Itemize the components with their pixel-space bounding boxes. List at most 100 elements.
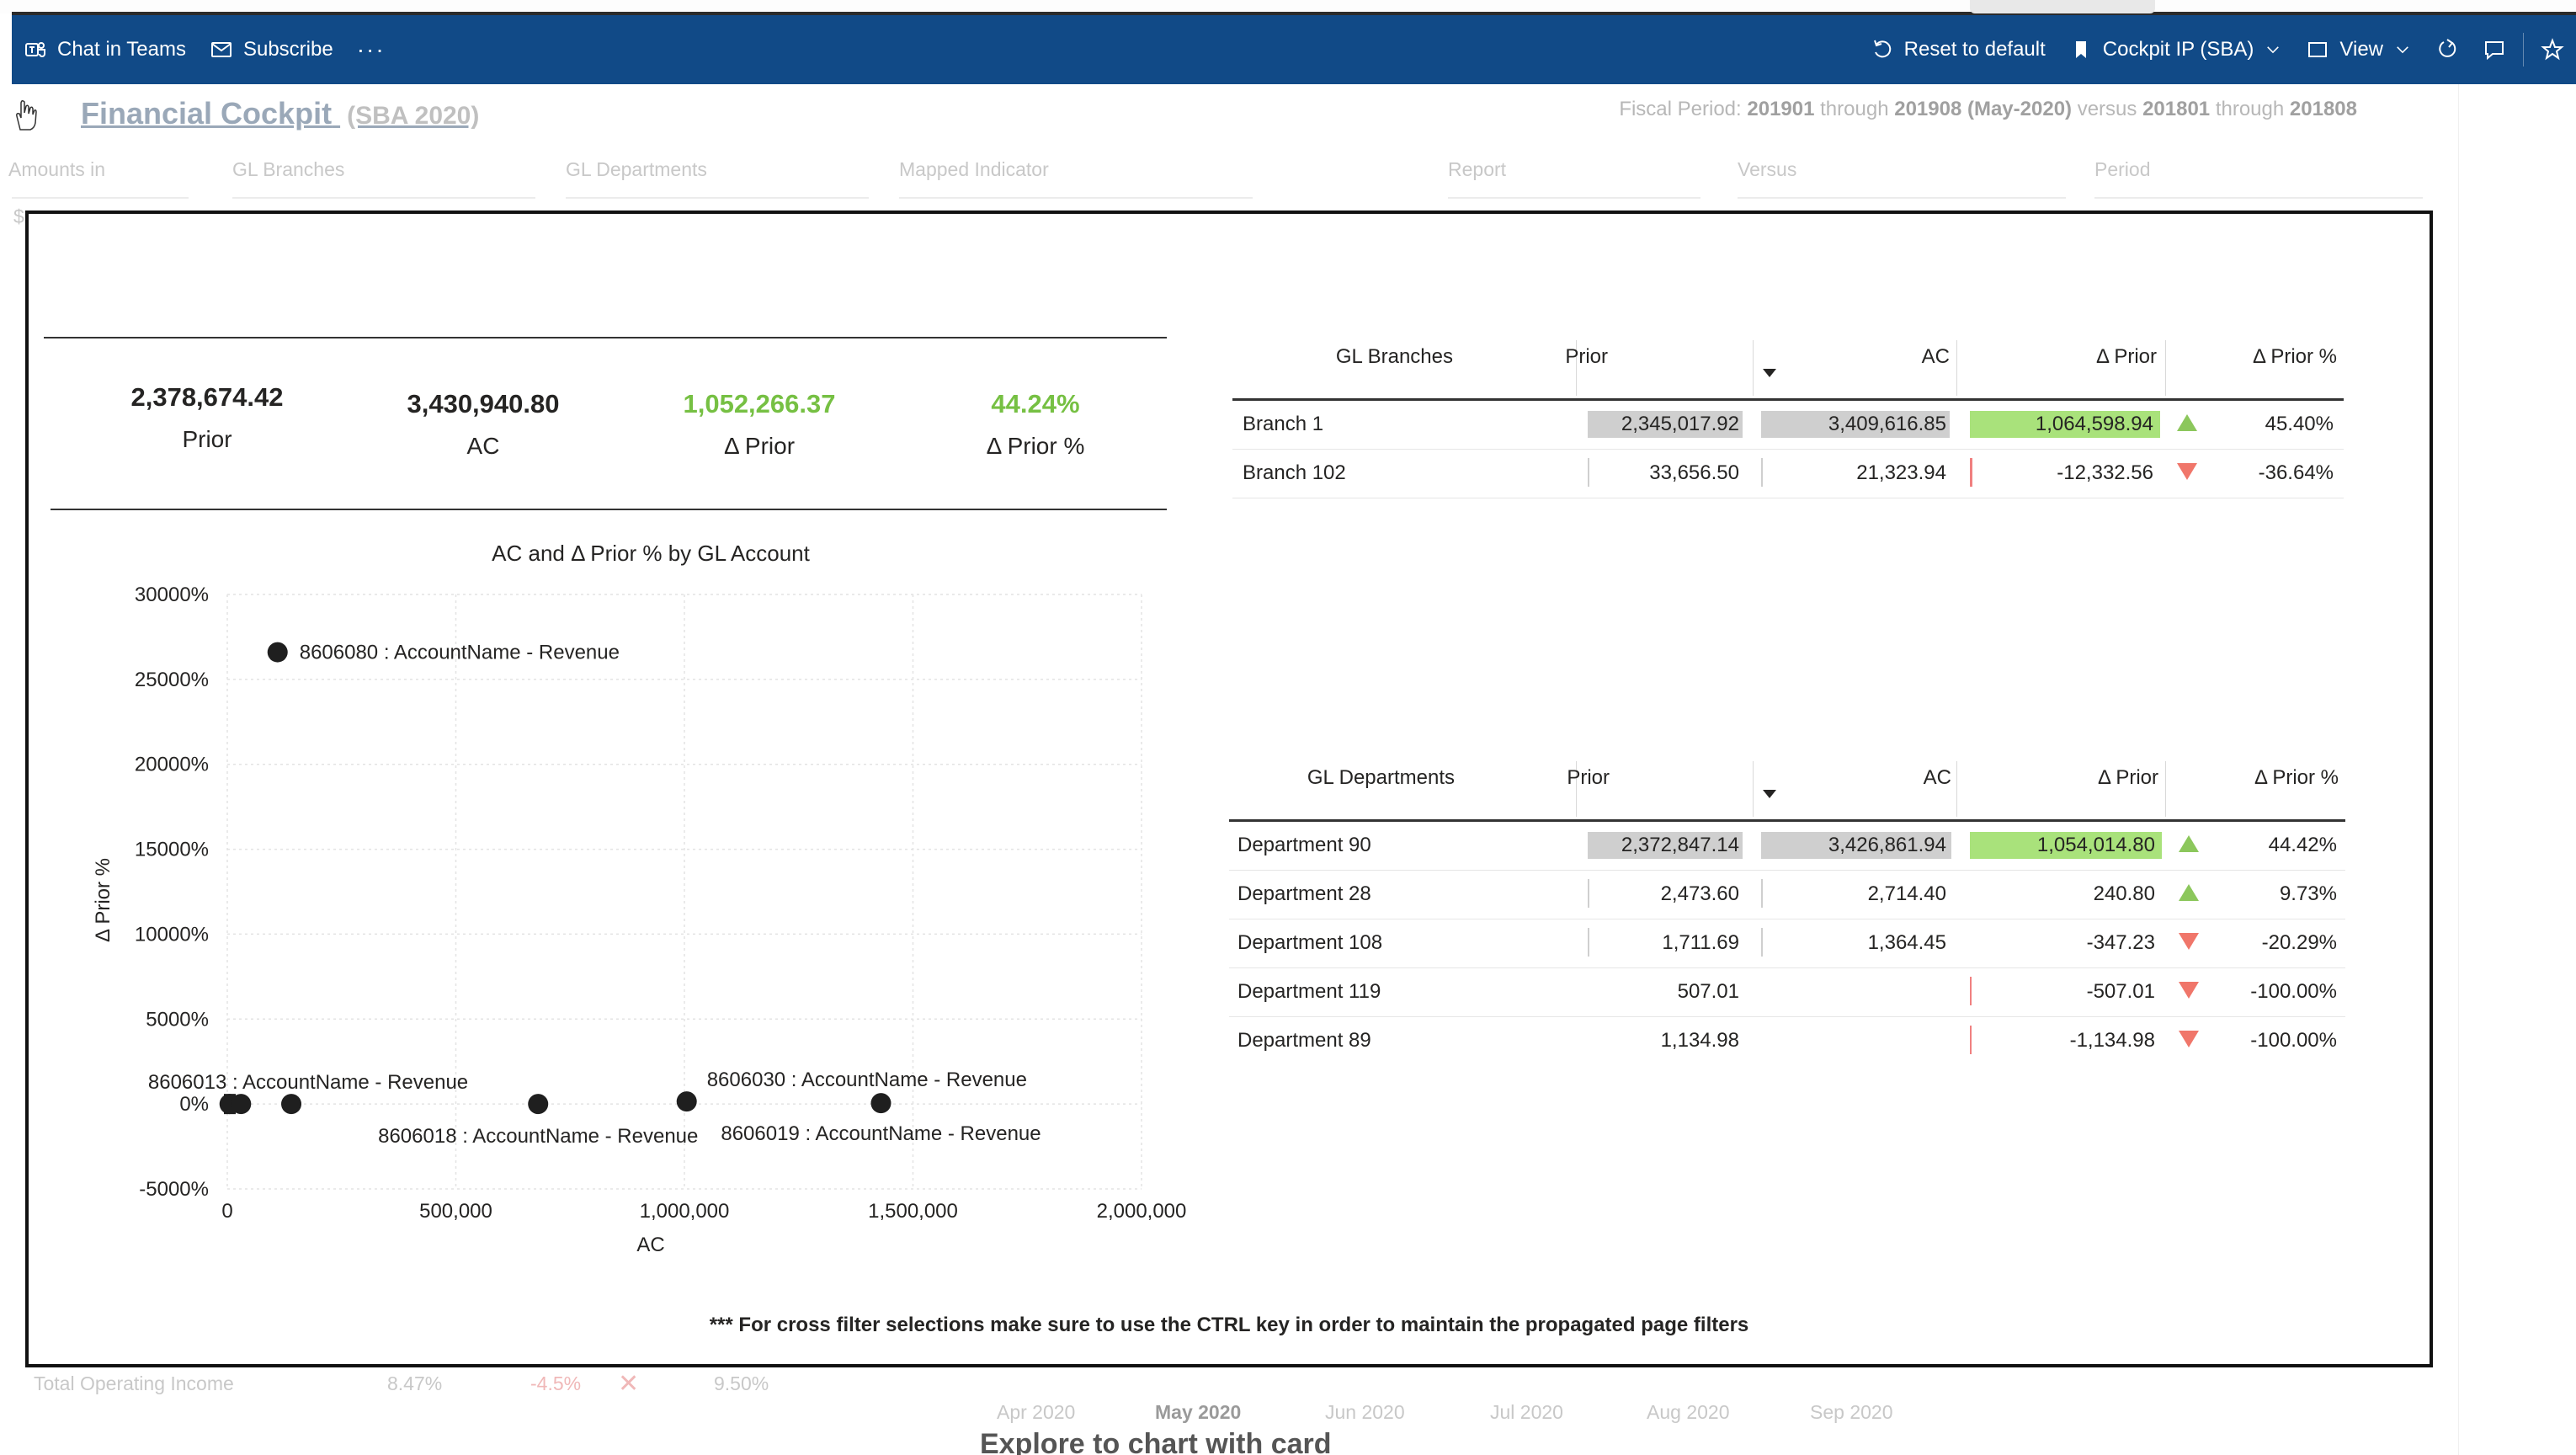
down-triangle-icon [2179, 933, 2199, 950]
slicer-label-branches: GL Branches [232, 158, 345, 180]
bg-month-3: Jun 2020 [1325, 1401, 1405, 1423]
header-prior[interactable]: Prior [1565, 345, 1608, 368]
ac-bar [1761, 832, 1951, 859]
sort-desc-icon[interactable] [1763, 369, 1776, 377]
cell-delta-prior: -1,134.98 [2069, 1029, 2155, 1052]
header-ac[interactable]: AC [1921, 345, 1950, 368]
ac-bar [1761, 458, 1763, 487]
header-delta-prior[interactable]: Δ Prior [2095, 345, 2157, 368]
header-delta-prior-pct[interactable]: Δ Prior % [2252, 345, 2337, 368]
table-row[interactable]: Department 119 507.01 -507.01 -100.00% [1229, 968, 2345, 1017]
reset-icon [1873, 40, 1891, 58]
bookmark-dropdown[interactable]: Cockpit IP (SBA) [2057, 15, 2295, 84]
header-delta-prior-pct[interactable]: Δ Prior % [2254, 766, 2339, 789]
table-row[interactable]: Branch 102 33,656.50 21,323.94 -12,332.5… [1232, 450, 2344, 498]
cell-name: Department 119 [1237, 980, 1381, 1003]
header-ac[interactable]: AC [1923, 766, 1951, 789]
table-row[interactable]: Department 28 2,473.60 2,714.40 240.80 9… [1229, 871, 2345, 919]
kpi-label: Δ Prior [723, 433, 796, 459]
bg-row-v3: 9.50% [714, 1372, 769, 1394]
header-divider [1956, 340, 1957, 396]
report-action-bar: Chat in Teams Subscribe ··· Reset to def… [12, 15, 2576, 84]
header-divider [2165, 340, 2166, 396]
action-bar-right: Reset to default Cockpit IP (SBA) View [1859, 15, 2576, 84]
cell-delta-prior-pct: -100.00% [2250, 980, 2337, 1003]
scatter-chart[interactable]: AC and Δ Prior % by GL Account 30000% 2500… [62, 542, 1190, 1283]
header-delta-prior[interactable]: Δ Prior [2097, 766, 2158, 789]
cell-delta-prior: -347.23 [2086, 931, 2155, 954]
chevron-down-icon [2397, 46, 2408, 54]
slicer-label-versus: Versus [1738, 158, 1797, 180]
comments-button[interactable] [2471, 15, 2518, 84]
cell-ac: 3,409,616.85 [1828, 413, 1946, 435]
slicer-value-amounts: $ [13, 205, 24, 227]
up-triangle-icon [2177, 414, 2197, 431]
subscribe-button[interactable]: Subscribe [198, 15, 345, 84]
cell-ac: 1,364.45 [1867, 931, 1946, 954]
cell-prior: 1,134.98 [1660, 1029, 1739, 1052]
more-options-button[interactable]: ··· [345, 15, 397, 84]
kpi-value: 3,430,940.80 [407, 389, 560, 418]
cell-delta-prior: -507.01 [2086, 980, 2155, 1003]
down-triangle-icon [2179, 982, 2199, 999]
slicer-label-period: Period [2094, 158, 2151, 180]
y-tick-label: 0% [179, 1093, 209, 1116]
favorite-button[interactable] [2529, 15, 2576, 84]
x-tick-label: 1,500,000 [868, 1200, 958, 1223]
header-divider [1576, 340, 1577, 396]
header-divider [1576, 761, 1577, 817]
window-tab-handle [1970, 0, 2155, 13]
refresh-button[interactable] [2424, 15, 2471, 84]
kpi-card-delta-prior-pct[interactable]: 44.24% Δ Prior % [909, 389, 1162, 460]
bg-bottom-title: Explore to chart with card [980, 1428, 1332, 1455]
bg-row-v1: 8.47% [387, 1372, 443, 1394]
scatter-chart-svg: AC and Δ Prior % by GL Account 30000% 2500… [92, 542, 1186, 1256]
fiscal-vs-to: 201808 [2289, 98, 2357, 120]
header-gl-branches[interactable]: GL Branches [1335, 345, 1453, 368]
report-title-sub: (SBA 2020) [347, 102, 480, 130]
y-tick-label: 25000% [135, 669, 209, 691]
view-dropdown[interactable]: View [2294, 15, 2424, 84]
table-row[interactable]: Department 90 2,372,847.14 3,426,861.94 … [1229, 822, 2345, 871]
cell-prior: 2,372,847.14 [1621, 834, 1739, 856]
mail-icon [210, 42, 232, 57]
y-tick-label: 30000% [135, 584, 209, 606]
y-tick-label: 15000% [135, 839, 209, 861]
table-row[interactable]: Department 108 1,711.69 1,364.45 -347.23… [1229, 919, 2345, 968]
chat-in-teams-button[interactable]: Chat in Teams [12, 15, 198, 84]
report-title-text: Financial Cockpit [81, 96, 333, 131]
bookmark-icon [2075, 41, 2086, 58]
fiscal-versus: versus [2077, 98, 2137, 120]
down-triangle-icon [2179, 1031, 2199, 1047]
fiscal-to: 201908 (May-2020) [1894, 98, 2073, 120]
slicer-box-versus [1738, 194, 2066, 199]
delta-bar [1970, 458, 1972, 487]
sort-desc-icon[interactable] [1763, 790, 1776, 798]
table-row[interactable]: Department 89 1,134.98 -1,134.98 -100.00… [1229, 1017, 2345, 1066]
cell-name: Department 28 [1237, 882, 1371, 905]
header-gl-departments[interactable]: GL Departments [1307, 766, 1455, 789]
bg-row-x-icon: ✕ [618, 1370, 640, 1398]
fiscal-through: through [1820, 98, 1889, 120]
reset-to-default-button[interactable]: Reset to default [1859, 15, 2057, 84]
star-icon [2541, 38, 2564, 61]
gl-branches-table: GL Branches Prior AC Δ Prior Δ Prior % B… [1232, 333, 2344, 498]
kpi-card-ac[interactable]: 3,430,940.80 AC [357, 389, 609, 460]
ac-bar [1761, 879, 1763, 908]
header-prior[interactable]: Prior [1567, 766, 1610, 789]
slicer-box-report [1448, 194, 1700, 199]
y-tick-label: 10000% [135, 923, 209, 946]
ac-bar [1761, 411, 1950, 438]
bg-month-6: Sep 2020 [1810, 1401, 1893, 1423]
scatter-point [267, 642, 288, 663]
prior-bar [1588, 832, 1743, 859]
kpi-card-delta-prior[interactable]: 1,052,266.37 Δ Prior [633, 389, 886, 460]
header-divider [2165, 761, 2166, 817]
table-row[interactable]: Branch 1 2,345,017.92 3,409,616.85 1,064… [1232, 401, 2344, 450]
kpi-card-prior[interactable]: 2,378,674.42 Prior [81, 382, 333, 453]
bg-month-5: Aug 2020 [1647, 1401, 1730, 1423]
cell-name: Branch 1 [1243, 413, 1324, 435]
kpi-divider-bottom [51, 509, 1167, 510]
cell-delta-prior: 1,064,598.94 [2035, 413, 2153, 435]
delta-bar [1970, 411, 2160, 438]
